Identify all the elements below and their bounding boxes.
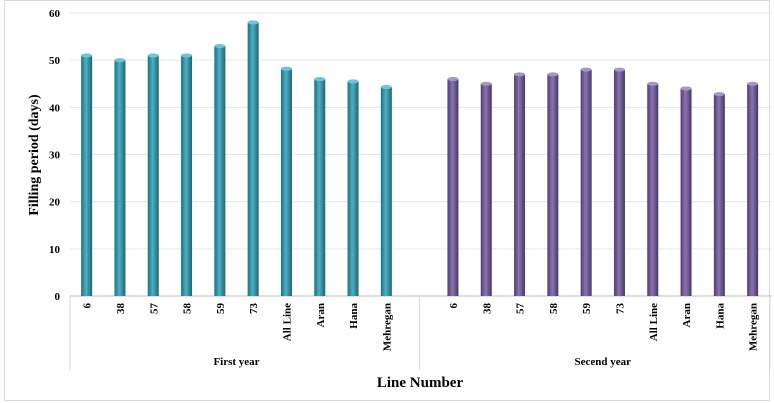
bar-cap [280, 66, 292, 71]
bar-first-year-38 [114, 60, 126, 296]
group-label: First year [213, 356, 259, 368]
bar-cap [214, 44, 226, 49]
bar-first-year-aran [314, 79, 326, 297]
y-tick-label: 0 [55, 291, 61, 303]
bar-cap [580, 67, 592, 72]
bar-cap [747, 81, 759, 86]
bar-cap [114, 58, 126, 63]
x-tick-label: 59 [215, 303, 227, 315]
bar-cap [713, 92, 725, 97]
x-tick-label: 57 [515, 303, 527, 315]
y-tick-label: 30 [49, 150, 61, 162]
x-tick-label: 59 [581, 303, 593, 315]
category-labels: 6 38 57 58 59 73 All Line Aran Hana Mehregan 6 38 57… [82, 303, 760, 352]
bar-first-year-58 [181, 55, 193, 297]
x-tick-label: Aran [315, 303, 327, 327]
x-tick-label: 57 [148, 303, 160, 315]
bar-first-year-6 [81, 55, 93, 297]
x-tick-label: 6 [82, 303, 94, 309]
bar-cap [647, 81, 659, 86]
x-tick-label: Hana [714, 303, 726, 329]
bar-secend-year-38 [480, 83, 492, 296]
x-tick-label: Hana [348, 303, 360, 329]
group-labels: First year Secend year [213, 356, 631, 368]
bar-secend-year-all-line [647, 83, 659, 296]
x-tick-label: Mehregan [748, 303, 760, 351]
bar-secend-year-6 [447, 79, 459, 297]
bar-cap [81, 53, 93, 58]
bar-first-year-all-line [280, 68, 292, 296]
bar-secend-year-58 [547, 74, 559, 296]
gridlines [69, 12, 772, 370]
x-tick-label: 38 [481, 303, 493, 315]
bar-cap [314, 77, 326, 82]
bars [81, 20, 759, 297]
bar-secend-year-57 [514, 74, 526, 296]
bar-cap [514, 72, 526, 77]
bar-cap [680, 86, 692, 91]
x-tick-label: Mehregan [381, 303, 393, 351]
bar-cap [547, 72, 559, 77]
bar-cap [613, 67, 625, 72]
x-tick-label: 38 [115, 303, 127, 315]
x-tick-label: All Line [281, 303, 293, 341]
y-tick-label: 50 [49, 55, 61, 67]
y-tick-label: 40 [49, 102, 61, 114]
bar-first-year-57 [147, 55, 159, 297]
x-tick-label: All Line [648, 303, 660, 341]
x-tick-label: 73 [248, 303, 260, 315]
bar-secend-year-mehregan [747, 83, 759, 296]
bar-cap [480, 81, 492, 86]
bar-secend-year-73 [613, 69, 625, 296]
bar-first-year-hana [347, 81, 359, 297]
group-label: Secend year [575, 356, 632, 368]
x-tick-label: 58 [548, 303, 560, 315]
x-tick-label: Aran [681, 303, 693, 327]
chart-frame [4, 0, 770, 401]
bar-cap [181, 53, 193, 58]
bar-cap [247, 20, 259, 25]
bar-cap [147, 53, 159, 58]
bar-first-year-59 [214, 46, 226, 297]
y-axis-ticks: 0 10 20 30 40 50 60 [49, 8, 61, 303]
x-tick-label: 58 [182, 303, 194, 315]
x-axis-label: Line Number [377, 375, 464, 391]
x-tick-label: 73 [614, 303, 626, 315]
bar-cap [380, 85, 392, 90]
y-tick-label: 60 [49, 8, 61, 20]
y-tick-label: 10 [49, 244, 61, 256]
bar-secend-year-hana [713, 94, 725, 296]
y-axis-label: Filling period (days) [27, 94, 42, 216]
bar-secend-year-59 [580, 69, 592, 296]
y-tick-label: 20 [49, 197, 61, 209]
bar-secend-year-aran [680, 88, 692, 296]
bar-cap [347, 79, 359, 84]
bar-first-year-mehregan [380, 87, 392, 296]
bar-cap [447, 77, 459, 82]
bar-first-year-73 [247, 22, 259, 297]
x-tick-label: 6 [448, 303, 460, 309]
